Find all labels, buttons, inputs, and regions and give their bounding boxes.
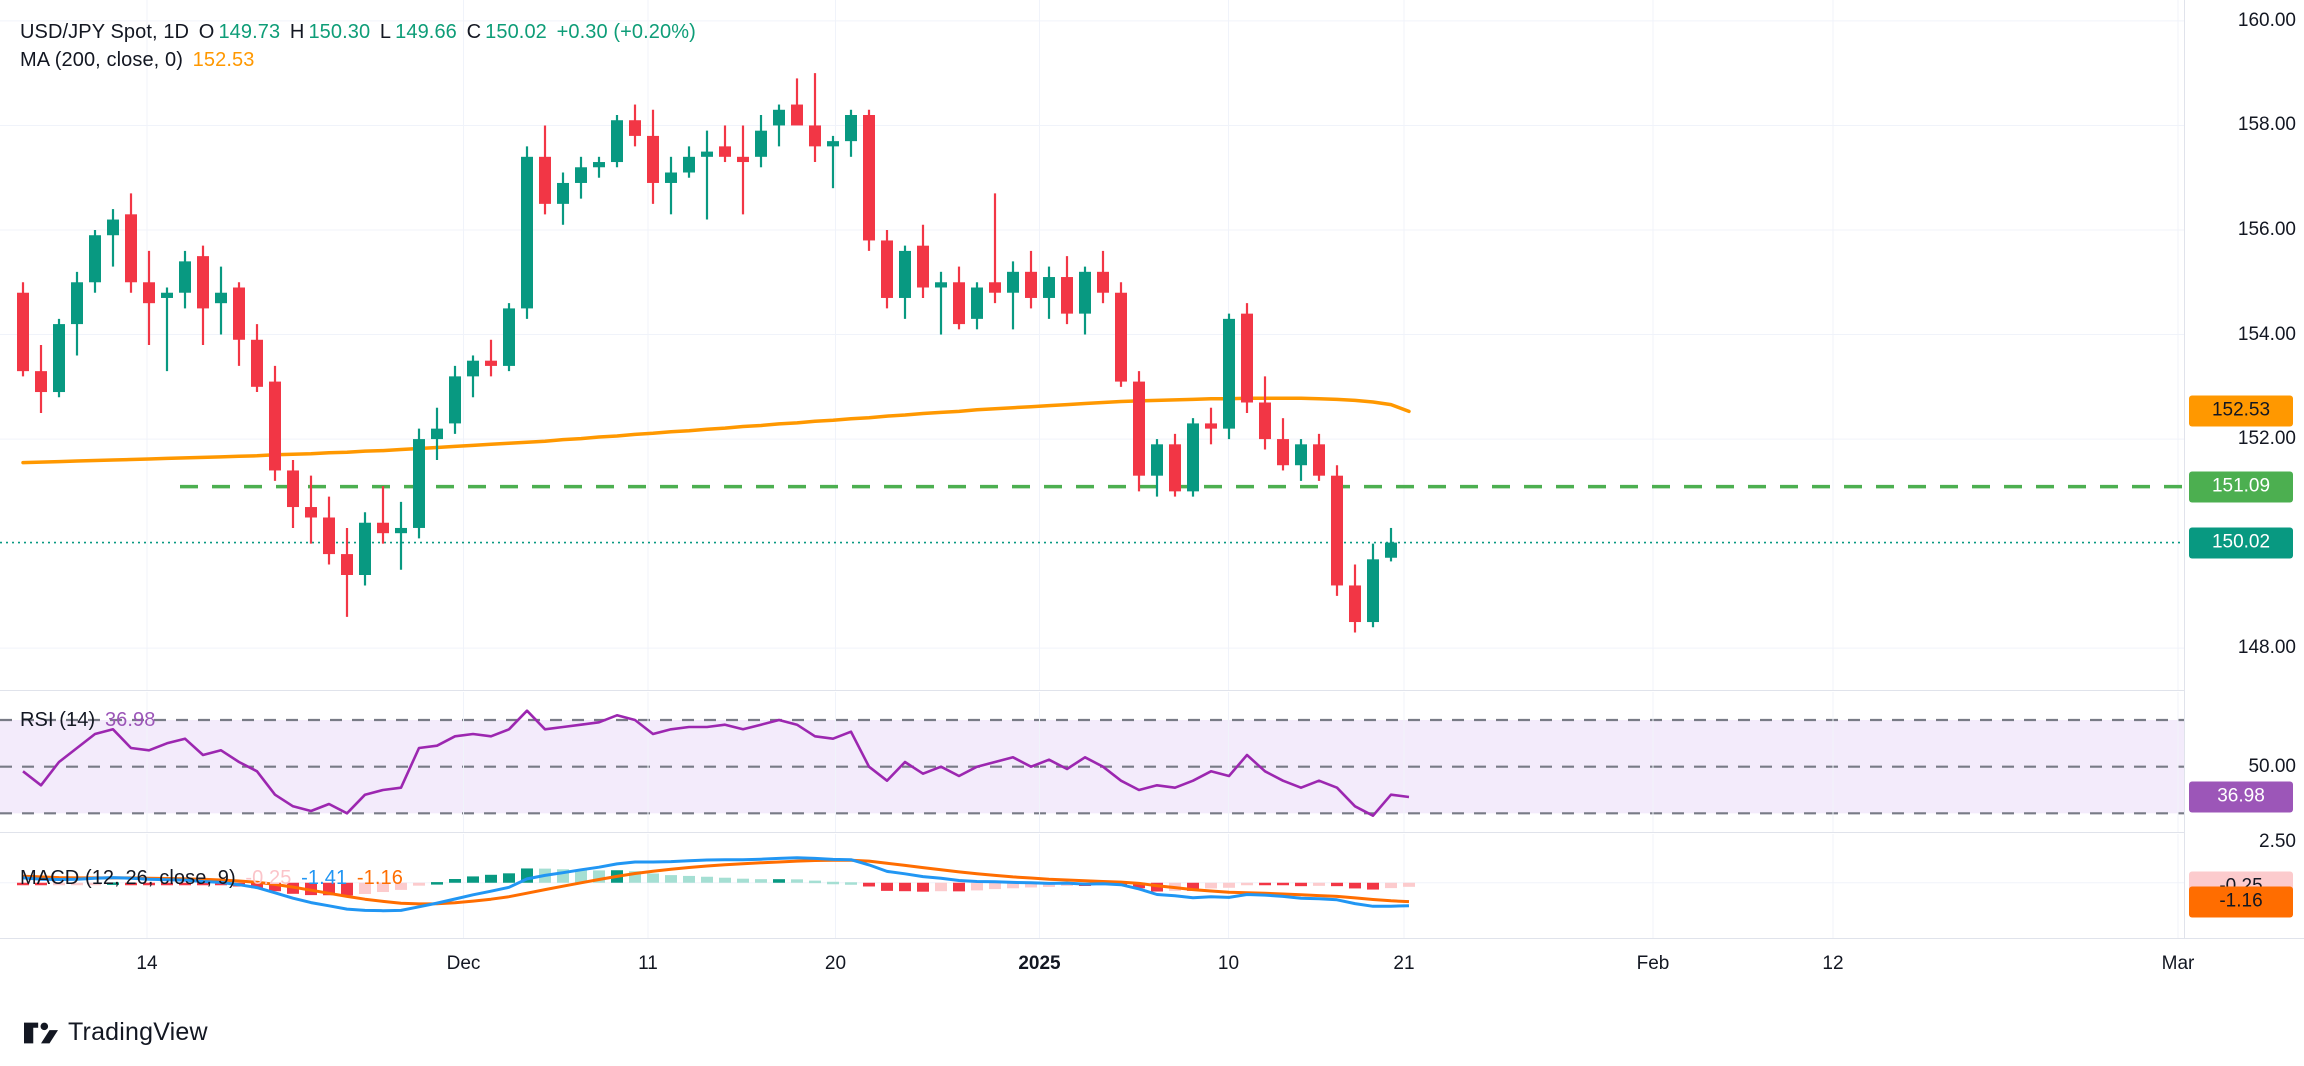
price-axis[interactable]: 160.00 158.00 156.00 154.00 152.00 148.00 152.… xyxy=(2184,0,2304,938)
last-price-badge[interactable]: 150.02 xyxy=(2189,527,2293,559)
time-tick-1: Dec xyxy=(446,953,481,974)
time-tick-0: 14 xyxy=(136,953,158,974)
rsi-plot xyxy=(0,692,2184,832)
time-tick-9: Mar xyxy=(2161,953,2195,974)
pane-divider-rsi xyxy=(0,690,2304,691)
pane-divider-macd xyxy=(0,832,2304,833)
price-tick-1: 158.00 xyxy=(2237,114,2296,136)
ma-price-badge[interactable]: 152.53 xyxy=(2189,395,2293,427)
time-tick-4: 2025 xyxy=(1018,953,1061,974)
price-tick-0: 160.00 xyxy=(2237,9,2296,31)
price-tick-5: 148.00 xyxy=(2237,637,2296,659)
rsi-value-badge[interactable]: 36.98 xyxy=(2189,781,2293,813)
time-tick-8: 12 xyxy=(1822,953,1844,974)
tradingview-logo[interactable]: TradingView xyxy=(24,1018,208,1047)
time-tick-3: 20 xyxy=(824,953,847,974)
price-plot xyxy=(0,0,2184,690)
macd-signal-badge[interactable]: -1.16 xyxy=(2189,886,2293,918)
time-tick-6: 21 xyxy=(1393,953,1415,974)
price-tick-4: 152.00 xyxy=(2237,428,2296,450)
macd-pane[interactable]: MACD (12, 26, close, 9) -0.25 -1.41 -1.1… xyxy=(0,834,2184,938)
time-tick-5: 10 xyxy=(1217,953,1240,974)
rsi-tick-0: 50.00 xyxy=(2248,755,2296,777)
level-price-badge[interactable]: 151.09 xyxy=(2189,471,2293,503)
macd-plot xyxy=(0,834,2184,938)
price-tick-3: 154.00 xyxy=(2237,323,2296,345)
tradingview-wordmark: TradingView xyxy=(68,1018,208,1046)
price-tick-2: 156.00 xyxy=(2237,219,2296,240)
price-pane[interactable]: USD/JPY Spot, 1D O 149.73 H 150.30 L 149.66… xyxy=(0,0,2184,690)
tradingview-mark-icon xyxy=(24,1022,58,1043)
time-tick-2: 11 xyxy=(638,953,658,974)
time-tick-7: Feb xyxy=(1636,953,1670,974)
macd-tick-0: 2.50 xyxy=(2259,831,2296,853)
time-axis[interactable]: 14 Dec 11 20 2025 10 21 Feb 12 Mar xyxy=(0,938,2304,1000)
rsi-pane[interactable]: RSI (14) 36.98 xyxy=(0,692,2184,832)
